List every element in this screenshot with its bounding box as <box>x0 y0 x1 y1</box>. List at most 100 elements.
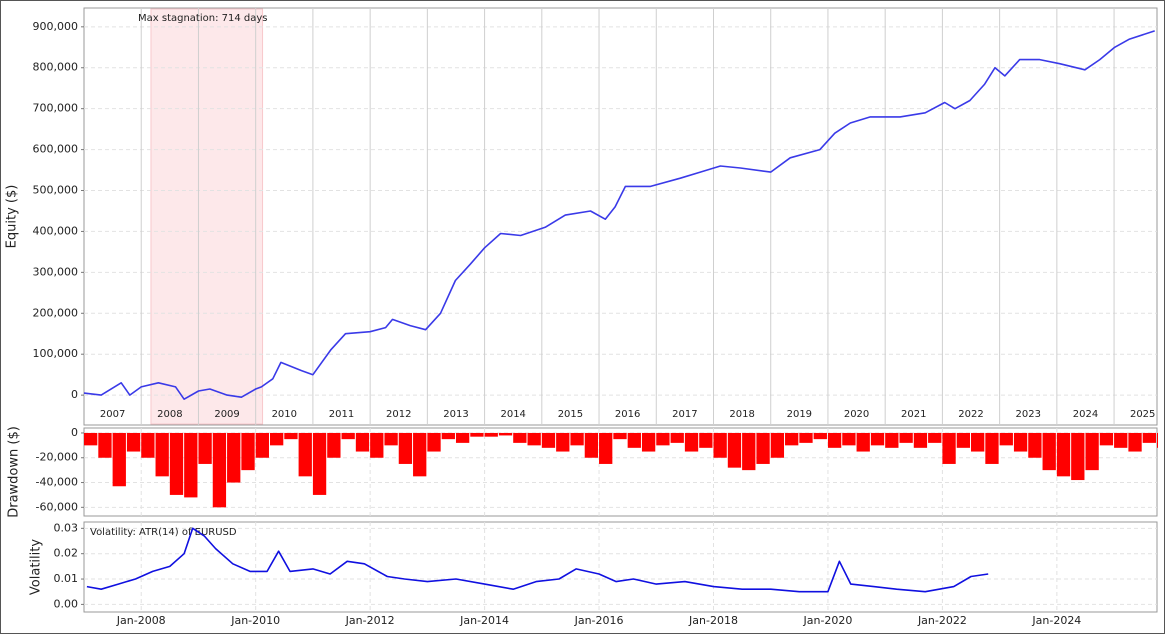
drawdown-bar <box>355 432 370 452</box>
drawdown-bar <box>670 432 684 443</box>
year-label: 2008 <box>157 409 182 420</box>
drawdown-bar <box>842 432 856 446</box>
year-label: 2022 <box>958 409 983 420</box>
drawdown-bar <box>899 432 913 443</box>
year-label: 2015 <box>558 409 583 420</box>
year-label: 2014 <box>500 409 525 420</box>
drawdown-bar <box>1071 432 1085 481</box>
drawdown-bar <box>84 432 98 446</box>
drawdown-bar <box>1013 432 1028 452</box>
drawdown-bar <box>470 432 484 437</box>
drawdown-bar <box>999 432 1013 446</box>
drawdown-bar <box>1128 432 1142 452</box>
x-tick-label: Jan-2010 <box>230 614 280 627</box>
drawdown-bar <box>255 432 269 458</box>
series-line <box>83 30 1155 400</box>
drawdown-bar <box>985 432 999 464</box>
x-tick-label: Jan-2018 <box>688 614 738 627</box>
y-tick-label: 600,000 <box>33 143 79 156</box>
drawdown-bar <box>1099 432 1114 446</box>
drawdown-bar <box>384 432 398 446</box>
drawdown-bar <box>498 432 513 436</box>
year-label: 2024 <box>1073 409 1098 420</box>
y-tick-label: 700,000 <box>33 102 79 115</box>
y-tick-label: 0.01 <box>54 572 79 585</box>
drawdown-bar <box>799 432 813 443</box>
drawdown-bar <box>856 432 870 452</box>
drawdown-bar <box>1028 432 1042 458</box>
drawdown-bar <box>184 432 198 498</box>
drawdown-bar <box>413 432 427 477</box>
drawdown-bar <box>198 432 212 464</box>
drawdown-bar <box>813 432 827 440</box>
y-axis-label: Equity ($) <box>5 185 20 249</box>
drawdown-bar <box>928 432 942 443</box>
y-tick-label: -20,000 <box>36 451 78 464</box>
y-tick-label: 0.00 <box>54 597 79 610</box>
y-tick-label: 100,000 <box>33 347 79 360</box>
plot-area <box>83 521 1158 613</box>
x-tick-label: Jan-2008 <box>116 614 166 627</box>
drawdown-bar <box>785 432 799 446</box>
x-tick-label: Jan-2024 <box>1031 614 1081 627</box>
drawdown-bar <box>513 432 527 443</box>
drawdown-bar <box>556 432 570 452</box>
year-label: 2025 <box>1130 409 1155 420</box>
y-tick-label: 400,000 <box>33 224 79 237</box>
year-label: 2020 <box>844 409 869 420</box>
drawdown-bar <box>370 432 384 458</box>
year-label: 2010 <box>272 409 297 420</box>
drawdown-bar <box>770 432 785 458</box>
drawdown-bar <box>613 432 627 440</box>
drawdown-bar <box>312 432 327 495</box>
drawdown-bar <box>284 432 298 440</box>
y-tick-label: 200,000 <box>33 306 79 319</box>
y-axis-label: Drawdown ($) <box>7 426 22 518</box>
y-tick-label: 300,000 <box>33 265 79 278</box>
drawdown-bar <box>756 432 770 464</box>
drawdown-bar <box>942 432 956 464</box>
drawdown-bar <box>455 432 470 443</box>
year-label: 2012 <box>386 409 411 420</box>
drawdown-bar <box>584 432 599 458</box>
drawdown-bar <box>1085 432 1099 471</box>
drawdown-bar <box>427 432 441 452</box>
year-label: 2016 <box>615 409 640 420</box>
drawdown-bar <box>1114 432 1128 448</box>
drawdown-bar <box>885 432 899 448</box>
drawdown-bar <box>1142 432 1156 443</box>
drawdown-bar <box>870 432 885 446</box>
x-tick-label: Jan-2022 <box>917 614 967 627</box>
drawdown-bar <box>484 432 498 437</box>
y-axis-label: Volatility <box>29 539 44 595</box>
drawdown-bar <box>1157 432 1158 448</box>
y-tick-label: 0 <box>71 388 78 401</box>
year-label: 2017 <box>672 409 697 420</box>
year-label: 2013 <box>443 409 468 420</box>
y-tick-label: 900,000 <box>33 20 79 33</box>
drawdown-bar <box>398 432 413 464</box>
drawdown-bar <box>327 432 341 458</box>
drawdown-bar <box>827 432 842 448</box>
drawdown-bar <box>298 432 312 477</box>
drawdown-bar <box>341 432 355 440</box>
drawdown-bar <box>913 432 928 448</box>
year-label: 2021 <box>901 409 926 420</box>
drawdown-bar <box>742 432 756 471</box>
y-tick-label: 0.03 <box>54 521 79 534</box>
drawdown-bar <box>541 432 556 448</box>
x-tick-label: Jan-2012 <box>345 614 395 627</box>
y-tick-label: -60,000 <box>36 500 78 513</box>
drawdown-bar <box>441 432 455 440</box>
drawdown-bar <box>656 432 670 446</box>
y-tick-label: 800,000 <box>33 61 79 74</box>
year-label: 2018 <box>729 409 754 420</box>
drawdown-bar <box>641 432 656 452</box>
drawdown-bar <box>971 432 985 452</box>
drawdown-bar <box>627 432 641 448</box>
drawdown-bar <box>98 432 112 458</box>
year-label: 2023 <box>1016 409 1041 420</box>
year-label: 2011 <box>329 409 354 420</box>
drawdown-bar <box>141 432 155 458</box>
drawdown-bar <box>112 432 126 487</box>
